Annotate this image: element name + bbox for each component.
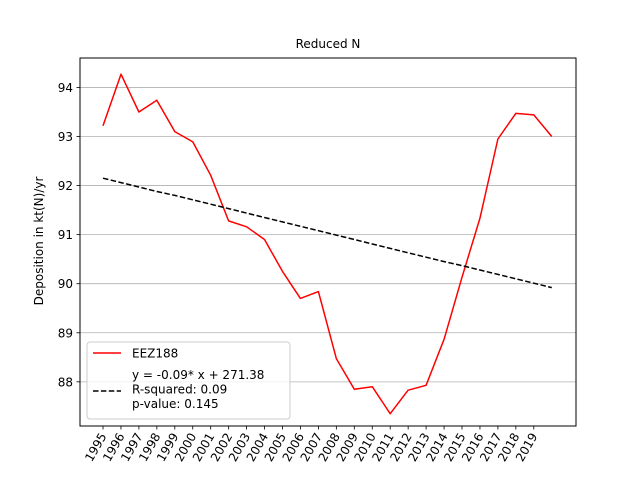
y-tick-label: 94	[58, 81, 73, 95]
chart-title: Reduced N	[296, 37, 361, 51]
legend-label-0: EEZ188	[132, 347, 178, 361]
gridlines	[80, 87, 576, 383]
legend: EEZ188 y = -0.09* x + 271.38 R-squared: 0.…	[86, 341, 291, 420]
plot-area-frame	[79, 57, 577, 427]
y-tick-label: 93	[58, 130, 73, 144]
y-axis-label: Deposition in kt(N)/yr	[32, 177, 46, 306]
legend-box	[86, 341, 291, 420]
legend-label-1: y = -0.09* x + 271.38 R-squared: 0.09 p-va…	[132, 368, 264, 411]
y-tick-label: 92	[58, 179, 73, 193]
y-tick-label: 90	[58, 277, 73, 291]
series-lines	[102, 73, 553, 415]
y-tick-label: 89	[58, 326, 73, 340]
y-tick-label: 88	[58, 375, 73, 389]
series-line-0	[102, 73, 553, 415]
series-line-1	[102, 177, 552, 289]
y-tick-label: 91	[58, 228, 73, 242]
y-axis: 88 89 90 91 92 93 94	[58, 81, 80, 389]
x-axis: 1995199619971998199920002001200220032004…	[82, 426, 540, 464]
